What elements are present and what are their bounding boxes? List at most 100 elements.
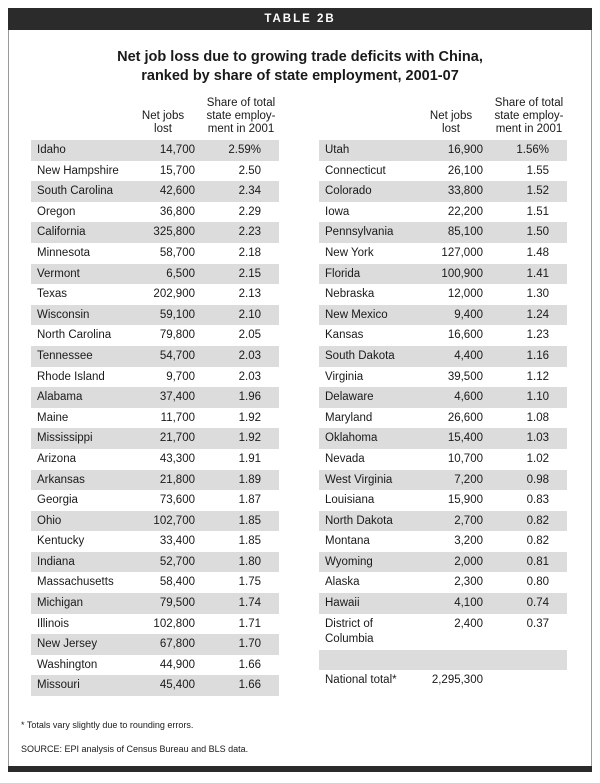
share-of-employment: 1.71 <box>238 617 261 630</box>
share-of-employment: 0.81 <box>526 555 549 568</box>
net-jobs-lost: 4,400 <box>454 349 483 362</box>
share-of-employment: 1.41 <box>526 267 549 280</box>
state-name: Iowa <box>325 205 350 218</box>
share-of-employment: 2.50 <box>238 164 261 177</box>
table-row: Hawaii 4,100 0.74 <box>319 593 567 614</box>
state-name: District of Columbia <box>325 617 374 647</box>
table-row: Arizona 43,300 1.91 <box>31 449 279 470</box>
table-row: California 325,800 2.23 <box>31 222 279 243</box>
share-of-employment: 1.10 <box>526 391 549 404</box>
total-net-jobs-lost: 2,295,300 <box>431 674 483 687</box>
share-of-employment: 1.48 <box>526 246 549 259</box>
state-name: Oregon <box>37 205 76 218</box>
net-jobs-lost: 26,600 <box>447 411 483 424</box>
state-name: Illinois <box>37 617 69 630</box>
header-net-jobs-lost: Net jobs lost <box>131 110 195 136</box>
header-share-line-2: state employ- <box>494 110 564 122</box>
table-row: Minnesota 58,700 2.18 <box>31 243 279 264</box>
state-name: New Mexico <box>325 308 388 321</box>
header-share-line-3: ment in 2001 <box>207 123 275 135</box>
share-of-employment: 1.80 <box>238 555 261 568</box>
state-name: New Jersey <box>37 638 98 651</box>
header-share-line-1: Share of total <box>494 97 564 109</box>
share-of-employment: 0.80 <box>526 576 549 589</box>
net-jobs-lost: 79,800 <box>159 329 195 342</box>
source-note: SOURCE: EPI analysis of Census Bureau an… <box>21 744 249 754</box>
net-jobs-lost: 7,200 <box>454 473 483 486</box>
table-row: Oregon 36,800 2.29 <box>31 202 279 223</box>
state-name: Colorado <box>325 185 372 198</box>
table-row: Kentucky 33,400 1.85 <box>31 531 279 552</box>
share-of-employment: 1.12 <box>526 370 549 383</box>
state-name: Alaska <box>325 576 360 589</box>
share-of-employment: 1.74 <box>238 597 261 610</box>
net-jobs-lost: 2,300 <box>454 576 483 589</box>
bottom-rule <box>8 766 592 772</box>
share-of-employment: 2.03 <box>238 349 261 362</box>
share-of-employment: 2.13 <box>238 288 261 301</box>
share-of-employment: 0.82 <box>526 535 549 548</box>
share-of-employment: 1.03 <box>526 432 549 445</box>
state-name: Arizona <box>37 452 76 465</box>
table-row: Florida 100,900 1.41 <box>319 263 567 285</box>
state-name: Ohio <box>37 514 62 527</box>
share-of-employment: 1.50 <box>526 226 549 239</box>
share-of-employment: 0.82 <box>526 514 549 527</box>
state-name: New Hampshire <box>37 164 119 177</box>
table-frame: TABLE 2B Net job loss due to growing tra… <box>8 8 592 775</box>
share-of-employment: 1.87 <box>238 494 261 507</box>
table-row-dc: District of Columbia 2,400 0.37 <box>319 614 567 650</box>
net-jobs-lost: 15,400 <box>447 432 483 445</box>
state-name: New York <box>325 246 374 259</box>
table-row: Washington 44,900 1.66 <box>31 655 279 676</box>
share-of-employment: 1.85 <box>238 514 261 527</box>
net-jobs-lost: 36,800 <box>159 205 195 218</box>
table-row: Indiana 52,700 1.80 <box>31 551 279 573</box>
table-row: Maryland 26,600 1.08 <box>319 408 567 429</box>
net-jobs-lost: 85,100 <box>447 226 483 239</box>
left-table-body: Idaho 14,700 2.59% New Hampshire 15,700 2.50 S… <box>31 140 279 697</box>
share-of-employment: 1.92 <box>238 432 261 445</box>
share-of-employment: 1.16 <box>526 349 549 362</box>
net-jobs-lost: 15,700 <box>159 164 195 177</box>
share-of-employment: 2.59% <box>228 144 261 156</box>
share-of-employment: 2.29 <box>238 205 261 218</box>
table-row: North Carolina 79,800 2.05 <box>31 325 279 346</box>
right-table: Net jobs lost Share of total state emplo… <box>319 92 567 691</box>
state-name: Missouri <box>37 679 80 692</box>
share-of-employment: 0.83 <box>526 494 549 507</box>
net-jobs-lost: 202,900 <box>153 288 195 301</box>
header-net-jobs-lost: Net jobs lost <box>419 110 483 136</box>
share-of-employment: 1.70 <box>238 638 261 651</box>
net-jobs-lost: 6,500 <box>166 267 195 280</box>
table-row: Alabama 37,400 1.96 <box>31 387 279 408</box>
state-name: Hawaii <box>325 597 360 610</box>
state-name: Kansas <box>325 329 364 342</box>
net-jobs-lost: 3,200 <box>454 535 483 548</box>
table-row: Rhode Island 9,700 2.03 <box>31 367 279 388</box>
share-of-employment: 1.91 <box>238 452 261 465</box>
share-of-employment: 1.08 <box>526 411 549 424</box>
share-of-employment: 0.37 <box>526 617 549 630</box>
right-header: Net jobs lost Share of total state emplo… <box>319 92 567 140</box>
net-jobs-lost: 39,500 <box>447 370 483 383</box>
left-header: Net jobs lost Share of total state emplo… <box>31 92 279 140</box>
table-row: New Mexico 9,400 1.24 <box>319 304 567 326</box>
header-share-line-3: ment in 2001 <box>495 123 563 135</box>
net-jobs-lost: 42,600 <box>159 185 195 198</box>
net-jobs-lost: 16,900 <box>447 144 483 156</box>
share-of-employment: 1.85 <box>238 535 261 548</box>
state-name: South Carolina <box>37 185 114 198</box>
table-row: Virginia 39,500 1.12 <box>319 367 567 388</box>
net-jobs-lost: 15,900 <box>447 494 483 507</box>
table-title: Net job loss due to growing trade defici… <box>9 48 591 86</box>
net-jobs-lost: 102,700 <box>153 514 195 527</box>
net-jobs-lost: 9,700 <box>166 370 195 383</box>
share-of-employment: 0.74 <box>526 597 549 610</box>
table-row: Tennessee 54,700 2.03 <box>31 345 279 367</box>
share-of-employment: 0.98 <box>526 473 549 486</box>
share-of-employment: 1.52 <box>526 185 549 198</box>
share-of-employment: 1.89 <box>238 473 261 486</box>
net-jobs-lost: 33,800 <box>447 185 483 198</box>
table-row: Pennsylvania 85,100 1.50 <box>319 222 567 243</box>
